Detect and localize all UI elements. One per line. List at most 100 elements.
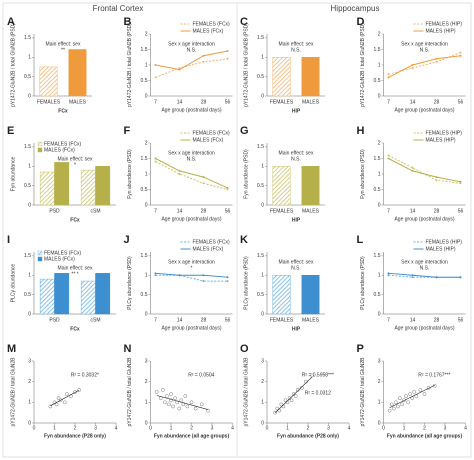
line-series xyxy=(155,272,228,278)
x-tick-label: 14 xyxy=(410,208,416,214)
line-series xyxy=(155,50,228,71)
annotation: Sex x age interaction xyxy=(401,41,448,47)
annotation: N.S. xyxy=(187,47,197,53)
y-axis-label: PLCγ abundance (PSD) xyxy=(243,256,249,310)
point xyxy=(459,51,462,54)
y-tick-label: 1 xyxy=(28,55,31,61)
y-tick-label: 0 xyxy=(261,311,264,317)
point xyxy=(411,276,414,279)
trend-line xyxy=(50,390,80,407)
x-axis-label: Age group (postnatal days) xyxy=(394,107,454,113)
y-tick-label: 1 xyxy=(28,164,31,170)
x-tick-label: 1 xyxy=(53,425,56,431)
x-tick-label: 4 xyxy=(464,425,467,431)
x-axis-label: HIP xyxy=(292,217,301,223)
legend-label: MALES (FCx) xyxy=(44,147,75,153)
point xyxy=(293,394,298,398)
point xyxy=(287,396,292,401)
y-axis-label: pY1472-GluN2B / total GluN2B (PSD) xyxy=(360,23,366,107)
bar xyxy=(301,57,320,97)
point xyxy=(387,76,390,79)
panel-letter: H xyxy=(357,125,365,137)
x-axis-label: FCx xyxy=(70,217,80,223)
point xyxy=(411,67,414,70)
y-tick-label: 1.5 xyxy=(257,35,264,41)
y-tick-label: 3 xyxy=(145,358,148,364)
y-tick-label: 0 xyxy=(378,202,381,208)
point xyxy=(199,402,204,407)
legend-label: FEMALES (HIP) xyxy=(426,130,463,136)
bar xyxy=(80,280,96,315)
x-tick-label: 7 xyxy=(387,208,390,214)
panel-letter: J xyxy=(124,234,130,246)
y-tick-label: 2 xyxy=(28,379,31,385)
x-tick-label: FEMALES xyxy=(270,99,294,105)
y-tick-label: 0 xyxy=(378,311,381,317)
point xyxy=(163,400,167,405)
point xyxy=(291,392,296,396)
point xyxy=(435,176,438,179)
y-tick-label: 1.5 xyxy=(374,156,381,162)
y-tick-label: 2 xyxy=(145,31,148,37)
x-tick-label: 2 xyxy=(74,425,77,431)
annotation: Sex x age interaction xyxy=(401,259,448,265)
x-axis-label: Age group (postnatal days) xyxy=(394,216,454,222)
header: Frontal Cortex xyxy=(93,4,144,13)
y-tick-label: 1 xyxy=(28,400,31,406)
point xyxy=(226,186,229,189)
annotation: R² = 0.1767*** xyxy=(418,372,450,378)
x-tick-label: 3 xyxy=(211,425,214,431)
panel-letter: N xyxy=(124,343,132,355)
annotation: Main effect: sex xyxy=(58,156,93,162)
y-axis-label: Fyn abundance (PSD) xyxy=(360,149,366,199)
y-axis-label: pY1472-GluN2B / total GluN2B xyxy=(10,357,16,427)
y-tick-label: 0 xyxy=(261,93,264,99)
annotation: Sex x age interaction xyxy=(168,41,215,47)
x-tick-label: MALES xyxy=(302,99,320,105)
y-tick-label: 1.5 xyxy=(24,253,31,259)
x-tick-label: 14 xyxy=(177,99,183,105)
x-tick-label: 14 xyxy=(177,317,183,323)
point xyxy=(58,398,63,403)
point xyxy=(406,400,410,405)
point xyxy=(289,398,294,403)
x-axis-label: Fyn abundance (all age groups) xyxy=(154,433,230,439)
point xyxy=(154,390,159,394)
annotation: Main effect: sex xyxy=(46,41,81,47)
point xyxy=(171,404,175,409)
y-axis-label: PLCγ abundance (PSD) xyxy=(360,256,366,310)
point xyxy=(459,276,462,279)
legend-label: MALES (FCx) xyxy=(44,256,75,262)
bar xyxy=(95,273,111,315)
bar xyxy=(80,169,96,206)
point xyxy=(62,400,67,405)
point xyxy=(387,408,392,413)
annotation: N.S. xyxy=(291,265,301,271)
y-tick-label: 1 xyxy=(145,171,148,177)
x-tick-label: 3 xyxy=(444,425,447,431)
annotation: R² = 0.0312 xyxy=(305,390,331,396)
point xyxy=(77,388,81,392)
point xyxy=(56,396,61,401)
y-tick-label: 2 xyxy=(145,379,148,385)
point xyxy=(408,392,412,396)
bar xyxy=(301,275,320,315)
y-tick-label: 0 xyxy=(28,202,31,208)
point xyxy=(387,274,390,277)
x-axis-label: HIP xyxy=(292,326,301,332)
point xyxy=(154,76,157,79)
x-axis-label: Age group (postnatal days) xyxy=(161,107,221,113)
x-axis-label: FCx xyxy=(58,108,68,114)
annotation: N.S. xyxy=(291,47,301,53)
point xyxy=(73,390,77,394)
y-axis-label: pY1472-GluN2B / total GluN2B (PSD) xyxy=(10,23,16,107)
panel-letter: F xyxy=(124,125,131,137)
bar xyxy=(39,66,58,97)
point xyxy=(422,392,427,396)
x-tick-label: 1 xyxy=(170,425,173,431)
y-axis-label: PLCγ abundance (PSD) xyxy=(127,256,133,310)
point xyxy=(411,166,414,169)
x-tick-label: 56 xyxy=(458,99,464,105)
point xyxy=(202,280,205,283)
line-series xyxy=(388,158,461,183)
